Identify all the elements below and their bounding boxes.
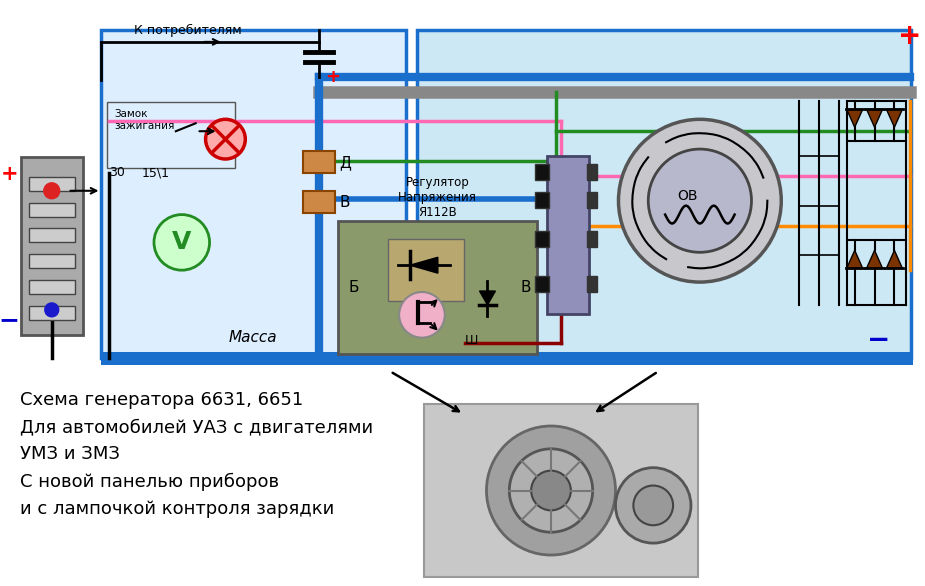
Bar: [29, 203, 75, 217]
Circle shape: [634, 486, 673, 525]
Text: Б: Б: [349, 280, 359, 295]
Bar: [586, 231, 597, 247]
Polygon shape: [886, 110, 903, 127]
Bar: [536, 192, 549, 207]
Circle shape: [510, 449, 593, 532]
Circle shape: [44, 303, 58, 317]
FancyBboxPatch shape: [417, 30, 911, 357]
Text: К потребителям: К потребителям: [134, 24, 241, 37]
Text: Ш: Ш: [465, 334, 478, 347]
Bar: [536, 276, 549, 292]
Circle shape: [615, 468, 691, 543]
Bar: [29, 306, 75, 320]
FancyBboxPatch shape: [388, 240, 463, 301]
Text: 15\1: 15\1: [142, 166, 170, 179]
FancyBboxPatch shape: [21, 157, 82, 335]
Text: Д: Д: [339, 155, 352, 171]
Bar: [302, 151, 335, 173]
Text: ОВ: ОВ: [678, 189, 698, 203]
Bar: [536, 231, 549, 247]
Circle shape: [619, 120, 782, 282]
FancyBboxPatch shape: [102, 30, 406, 357]
Text: Регулятор
Напряжения
Я112В: Регулятор Напряжения Я112В: [398, 176, 476, 219]
FancyBboxPatch shape: [338, 220, 537, 353]
Text: V: V: [172, 230, 191, 254]
Bar: [302, 191, 335, 213]
Polygon shape: [886, 250, 903, 268]
Text: 30: 30: [109, 166, 125, 179]
Circle shape: [531, 471, 571, 510]
Bar: [586, 192, 597, 207]
Bar: [586, 164, 597, 180]
Bar: [586, 276, 597, 292]
Circle shape: [205, 120, 245, 159]
Circle shape: [648, 149, 751, 253]
Text: −: −: [867, 326, 890, 353]
Bar: [102, 352, 913, 366]
Circle shape: [43, 183, 60, 199]
FancyBboxPatch shape: [424, 404, 697, 577]
Bar: [29, 177, 75, 191]
Text: Масса: Масса: [228, 330, 278, 345]
Polygon shape: [846, 110, 863, 127]
Text: Схема генератора 6631, 6651
Для автомобилей УАЗ с двигателями
УМЗ и ЗМЗ
С новой : Схема генератора 6631, 6651 Для автомоби…: [20, 391, 373, 518]
Circle shape: [154, 214, 210, 270]
Circle shape: [487, 426, 615, 555]
Text: В: В: [520, 280, 531, 295]
Text: В: В: [339, 195, 350, 210]
Text: +: +: [0, 164, 18, 184]
Text: +: +: [898, 22, 921, 50]
Bar: [29, 229, 75, 243]
Polygon shape: [846, 250, 863, 268]
FancyBboxPatch shape: [107, 103, 235, 168]
Polygon shape: [867, 110, 882, 127]
Polygon shape: [479, 291, 496, 305]
Polygon shape: [410, 257, 438, 273]
Text: Замок
зажигания: Замок зажигания: [115, 110, 175, 131]
Text: −: −: [0, 308, 19, 332]
Bar: [29, 280, 75, 294]
Bar: [29, 254, 75, 268]
Text: +: +: [325, 67, 339, 86]
Bar: [536, 164, 549, 180]
Circle shape: [400, 292, 445, 338]
Polygon shape: [867, 250, 882, 268]
FancyBboxPatch shape: [547, 156, 588, 314]
